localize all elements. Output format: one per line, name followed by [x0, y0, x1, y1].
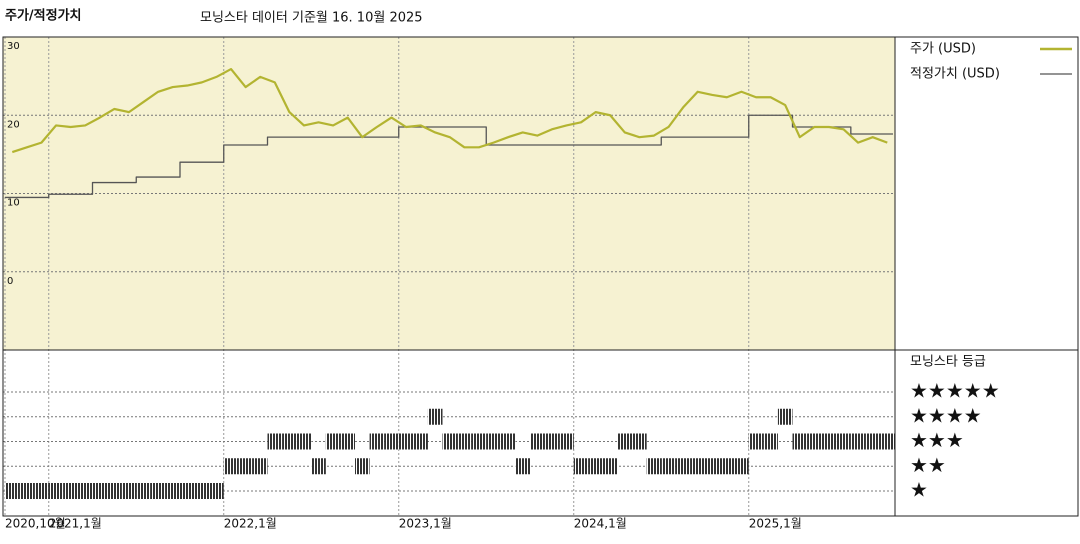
series-line — [11, 67, 888, 154]
rating-bar — [632, 433, 647, 450]
rating-bar — [588, 458, 603, 475]
rating-bar — [777, 408, 793, 425]
rating-bar — [763, 433, 778, 450]
rating-bar — [325, 433, 341, 450]
x-tick-label: 2024,1월 — [574, 517, 627, 531]
rating-bar — [48, 483, 64, 499]
legend-label: 주가 (USD) — [910, 42, 976, 57]
rating-bar — [311, 458, 326, 475]
rating-bar — [821, 433, 837, 450]
rating-bar — [836, 433, 851, 450]
rating-bar — [223, 458, 239, 475]
rating-bar — [602, 458, 618, 475]
rating-bar — [107, 483, 122, 499]
chart-title: 주가/적정가치 — [5, 8, 82, 24]
frame — [2, 36, 1079, 517]
rating-bar — [194, 483, 210, 499]
rating-bar — [34, 483, 49, 499]
rating-bar — [850, 433, 866, 450]
legend-label: 적정가치 (USD) — [910, 67, 1000, 82]
rating-title: 모닝스타 등급 — [910, 355, 986, 370]
rating-bar — [544, 433, 560, 450]
rating-bar — [515, 458, 530, 475]
rating-bar — [5, 483, 20, 499]
y-tick-label: 30 — [7, 41, 20, 52]
x-tick-label: 2025,1월 — [749, 517, 802, 531]
rating-bar — [675, 458, 691, 475]
rating-label: ★★★ — [910, 428, 964, 452]
rating-bar — [340, 433, 355, 450]
rating-bar — [77, 483, 93, 499]
rating-bar — [252, 458, 268, 475]
rating-bar — [500, 433, 516, 450]
rating-bar — [398, 433, 414, 450]
rating-bar — [63, 483, 78, 499]
x-tick-label: 2023,1월 — [399, 517, 452, 531]
rating-bar — [165, 483, 180, 499]
rating-bar — [748, 433, 764, 450]
rating-bar — [209, 483, 224, 499]
rating-bar — [442, 433, 458, 450]
rating-bar — [880, 433, 895, 450]
rating-bar — [413, 433, 428, 450]
rating-bar — [865, 433, 880, 450]
rating-bar — [617, 433, 633, 450]
rating-bar — [238, 458, 253, 475]
y-tick-label: 0 — [7, 276, 13, 287]
rating-label: ★ — [910, 478, 928, 502]
rating-bar — [180, 483, 195, 499]
rating-bar — [471, 433, 487, 450]
rating-bar — [661, 458, 676, 475]
y-tick-label: 10 — [7, 198, 20, 209]
chart-subtitle: 모닝스타 데이터 기준월 16. 10월 2025 — [200, 11, 423, 26]
rating-bar — [121, 483, 137, 499]
rating-label: ★★★★ — [910, 403, 982, 427]
rating-bar — [486, 433, 501, 450]
x-tick-label: 2020,10월 — [5, 517, 66, 531]
rating-bar — [296, 433, 312, 450]
rating-bar — [136, 483, 151, 499]
rating-label: ★★ — [910, 453, 946, 477]
rating-bar — [530, 433, 545, 450]
rating-bar — [282, 433, 297, 450]
rating-bar — [19, 483, 35, 499]
rating-bar — [267, 433, 283, 450]
rating-bar — [807, 433, 822, 450]
rating-bar — [559, 433, 574, 450]
rating-bar — [734, 458, 749, 475]
series-line — [5, 114, 893, 199]
rating-bar — [427, 408, 443, 425]
rating-bar — [150, 483, 166, 499]
x-tick-label: 2022,1월 — [224, 517, 277, 531]
y-tick-label: 20 — [7, 119, 20, 130]
rating-bar — [646, 458, 662, 475]
rating-bar — [719, 458, 735, 475]
rating-bar — [690, 458, 705, 475]
rating-bar — [573, 458, 589, 475]
rating-bar — [457, 433, 472, 450]
rating-bar — [384, 433, 399, 450]
x-tick-label: 2021,1월 — [49, 517, 102, 531]
rating-bar — [355, 458, 370, 475]
rating-bar — [92, 483, 108, 499]
rating-bar — [705, 458, 720, 475]
rating-label: ★★★★★ — [910, 379, 1000, 403]
rating-bar — [792, 433, 808, 450]
rating-bar — [369, 433, 385, 450]
